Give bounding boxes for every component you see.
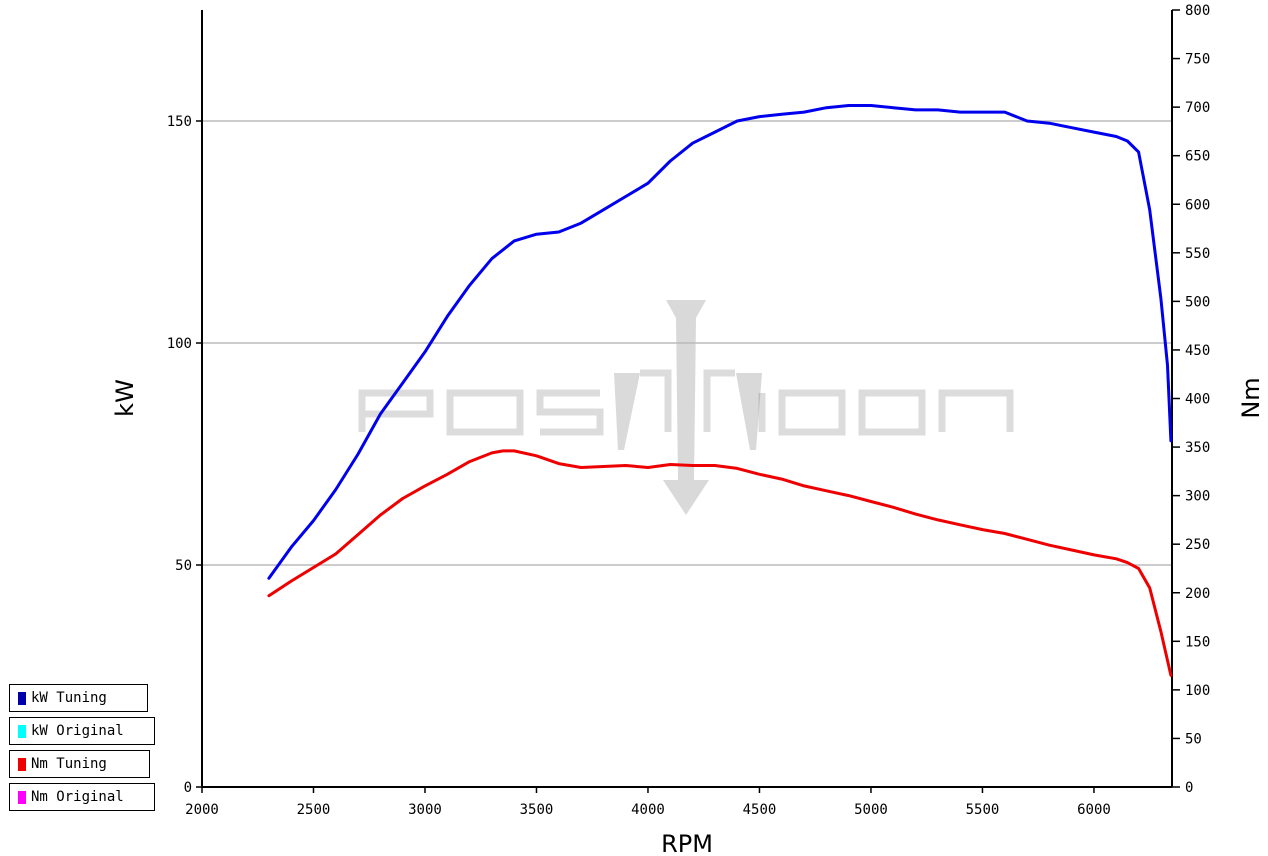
- y-right-tick-label: 550: [1185, 246, 1210, 262]
- y-axis-right-title: Nm: [1237, 377, 1265, 418]
- legend-swatch: [18, 691, 26, 705]
- y-right-tick-label: 750: [1185, 52, 1210, 68]
- legend-swatch: [18, 724, 26, 738]
- gridlines: [202, 120, 1172, 566]
- x-tick-label: 4500: [743, 802, 777, 818]
- y-right-tick-label: 250: [1185, 537, 1210, 553]
- x-tick-label: 3000: [408, 802, 442, 818]
- series-line-kw-tuning: [267, 104, 1173, 580]
- axes: 2000 2500 3000 3500 4000 4500 5000 5500 60000501…: [167, 3, 1211, 818]
- legend-label: kW Tuning: [31, 690, 107, 706]
- x-tick-label: 3500: [520, 802, 554, 818]
- x-tick-label: 2000: [185, 802, 219, 818]
- y-right-tick-label: 100: [1185, 683, 1210, 699]
- legend-label: Nm Tuning: [31, 756, 107, 772]
- y-right-tick-label: 0: [1185, 780, 1193, 796]
- y-right-tick-label: 50: [1185, 731, 1202, 747]
- y-right-tick-label: 600: [1185, 197, 1210, 213]
- legend-swatch: [18, 757, 26, 771]
- y-right-tick-label: 800: [1185, 3, 1210, 19]
- series-layer: [267, 104, 1173, 677]
- legend-item-kw-tuning[interactable]: kW Tuning: [9, 684, 148, 712]
- y-right-tick-label: 150: [1185, 634, 1210, 650]
- x-tick-label: 6000: [1077, 802, 1111, 818]
- legend-item-kw-original[interactable]: kW Original: [9, 717, 155, 745]
- series-line-nm-tuning: [267, 449, 1173, 677]
- y-left-tick-label: 100: [167, 336, 192, 352]
- x-tick-label: 2500: [297, 802, 331, 818]
- x-tick-label: 5500: [966, 802, 1000, 818]
- y-right-tick-label: 350: [1185, 440, 1210, 456]
- y-right-tick-label: 450: [1185, 343, 1210, 359]
- y-right-tick-label: 500: [1185, 294, 1210, 310]
- legend-item-nm-tuning[interactable]: Nm Tuning: [9, 750, 150, 778]
- x-tick-label: 4000: [631, 802, 665, 818]
- x-axis-title: RPM: [661, 830, 713, 856]
- x-tick-label: 5000: [854, 802, 888, 818]
- y-left-tick-label: 150: [167, 114, 192, 130]
- y-right-tick-label: 300: [1185, 489, 1210, 505]
- y-left-tick-label: 50: [175, 558, 192, 574]
- y-right-tick-label: 200: [1185, 586, 1210, 602]
- poseidon-watermark-logo: [358, 369, 1014, 436]
- y-axis-left-title: kW: [111, 379, 139, 417]
- y-left-tick-label: 0: [184, 780, 192, 796]
- y-right-tick-label: 700: [1185, 100, 1210, 116]
- y-right-tick-label: 400: [1185, 392, 1210, 408]
- y-right-tick-label: 650: [1185, 149, 1210, 165]
- legend-label: Nm Original: [31, 789, 124, 805]
- legend: kW Tuning kW Original Nm Tuning Nm Origi…: [9, 684, 155, 816]
- legend-item-nm-original[interactable]: Nm Original: [9, 783, 155, 811]
- legend-swatch: [18, 790, 26, 804]
- trident-icon: [614, 300, 762, 515]
- legend-label: kW Original: [31, 723, 124, 739]
